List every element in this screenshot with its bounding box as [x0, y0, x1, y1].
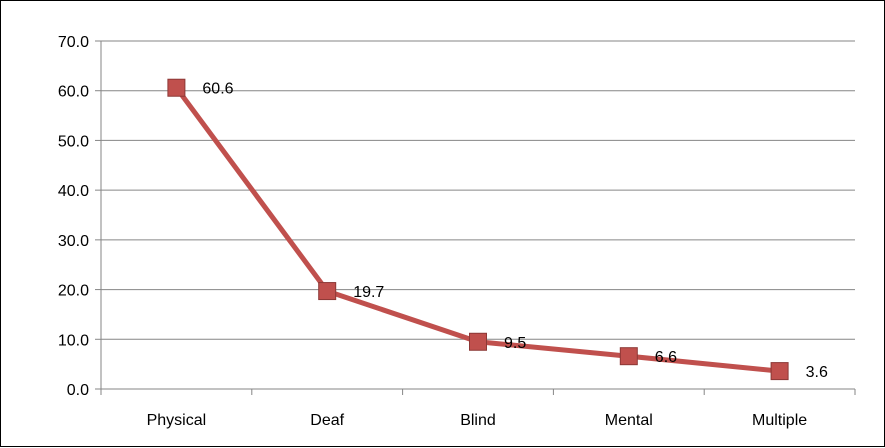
y-tick-label: 0.0	[67, 382, 89, 399]
data-label: 60.6	[202, 81, 233, 98]
x-tick-label: Physical	[147, 412, 207, 429]
y-tick-label: 60.0	[58, 84, 89, 101]
x-tick-label: Blind	[460, 412, 496, 429]
y-tick-label: 70.0	[58, 34, 89, 51]
series-line	[173, 85, 783, 374]
data-label: 9.5	[504, 335, 526, 352]
gridlines	[101, 40, 855, 340]
x-tick-label: Multiple	[752, 412, 807, 429]
data-point-marker	[469, 332, 487, 351]
y-tick-label: 40.0	[58, 183, 89, 200]
y-axis-tick-labels: 0.0 10.0 20.0 30.0 40.0 50.0 60.0 70.0	[58, 34, 89, 399]
x-tick-label: Deaf	[310, 412, 344, 429]
data-point-marker	[167, 78, 186, 97]
data-point-marker	[619, 347, 638, 366]
data-label: 6.6	[655, 349, 677, 366]
data-point-marker	[318, 282, 337, 301]
data-label: 3.6	[806, 364, 828, 381]
axes	[95, 40, 856, 395]
y-tick-label: 10.0	[58, 332, 89, 349]
data-point-marker	[770, 362, 789, 381]
x-axis-tick-labels: Physical Deaf Blind Mental Multiple	[147, 412, 808, 429]
x-tick-label: Mental	[605, 412, 653, 429]
series-markers	[167, 78, 789, 381]
y-tick-label: 20.0	[58, 283, 89, 300]
y-tick-label: 50.0	[58, 133, 89, 150]
data-label: 19.7	[353, 284, 384, 301]
series-line-path	[173, 85, 783, 374]
data-labels: 60.6 19.7 9.5 6.6 3.6	[202, 81, 828, 381]
y-tick-label: 30.0	[58, 233, 89, 250]
